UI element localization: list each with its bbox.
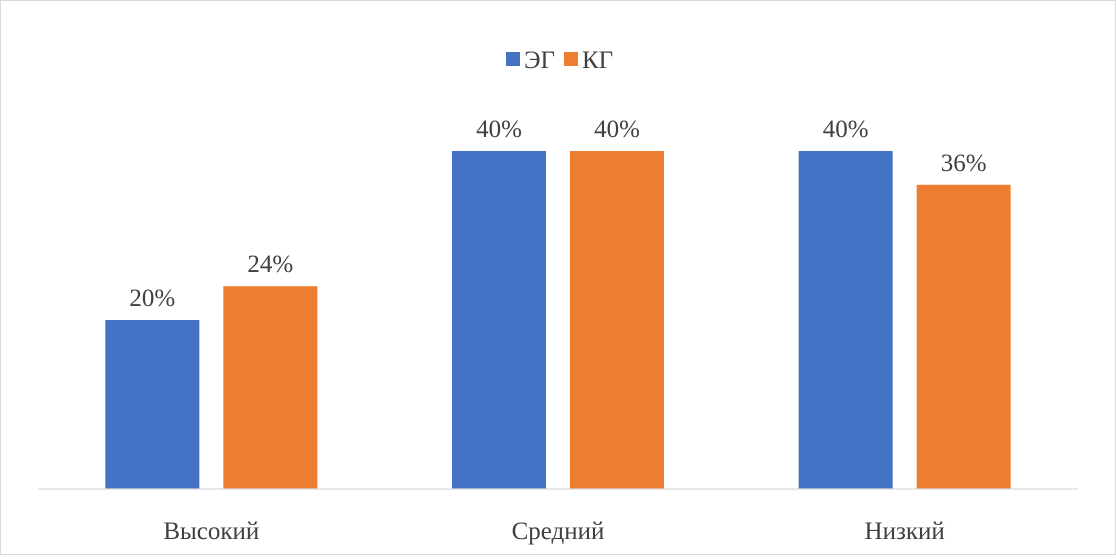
legend-label: КГ: [582, 47, 613, 74]
legend-swatch: [506, 52, 520, 66]
bar-ЭГ-Низкий: [798, 151, 893, 489]
data-label-ЭГ-Высокий: 20%: [129, 285, 175, 312]
legend-item-ЭГ: ЭГ: [506, 47, 555, 74]
data-label-ЭГ-Средний: 40%: [476, 116, 522, 143]
category-label: Низкий: [865, 518, 945, 545]
bar-ЭГ-Средний: [452, 151, 546, 489]
data-label-КГ-Низкий: 36%: [941, 150, 987, 177]
bar-ЭГ-Высокий: [105, 320, 200, 489]
bar-КГ-Низкий: [916, 184, 1011, 490]
legend-swatch: [564, 52, 578, 66]
legend-item-КГ: КГ: [564, 47, 613, 74]
legend-label: ЭГ: [524, 47, 555, 74]
data-label-ЭГ-Низкий: 40%: [823, 116, 869, 143]
data-labels-group: 20% 24% 40% 40% 40% 36%: [129, 116, 986, 312]
bar-КГ-Высокий: [223, 286, 318, 489]
category-labels-group: Высокий Средний Низкий: [163, 518, 944, 545]
legend: ЭГ КГ: [506, 47, 613, 74]
category-label: Средний: [512, 518, 605, 545]
data-label-КГ-Средний: 40%: [594, 116, 640, 143]
category-label: Высокий: [163, 518, 259, 545]
data-label-КГ-Высокий: 24%: [247, 251, 293, 278]
bar-КГ-Средний: [570, 151, 664, 489]
bars-group: [105, 151, 1011, 490]
